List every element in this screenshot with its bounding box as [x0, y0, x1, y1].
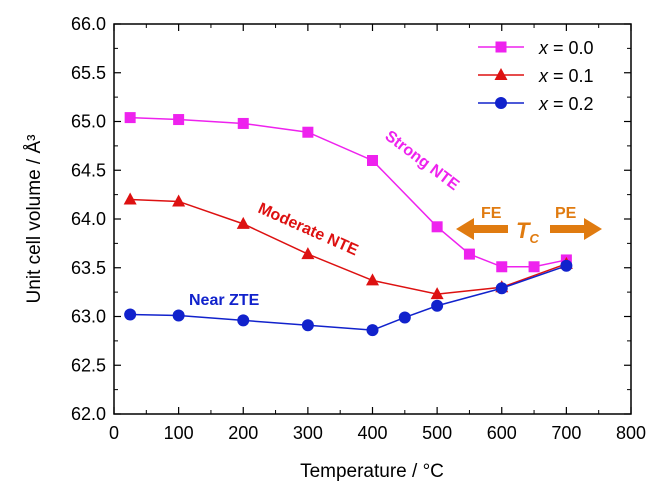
- data-point: [366, 324, 379, 337]
- annotation-tc: TC: [516, 218, 539, 246]
- legend: x = 0.0 x = 0.1 x = 0.2: [478, 38, 594, 114]
- series-line: [130, 198, 567, 295]
- data-point: [124, 308, 137, 321]
- legend-marker: [495, 41, 507, 53]
- tc-label-background: [508, 213, 550, 247]
- series-1: [124, 112, 572, 273]
- annotation-layer: Strong NTE Moderate NTE Near ZTE FE PE T…: [189, 128, 602, 309]
- x-tick-label: 500: [422, 423, 452, 443]
- x-tick-label: 300: [293, 423, 323, 443]
- data-point: [528, 261, 540, 273]
- data-point: [123, 192, 137, 205]
- x-tick-label: 400: [357, 423, 387, 443]
- y-tick-label: 64.0: [71, 209, 106, 229]
- data-point: [366, 273, 379, 286]
- y-axis-title: Unit cell volume / Å³: [24, 135, 45, 304]
- data-point: [431, 221, 443, 233]
- legend-marker: [494, 68, 508, 80]
- x-tick-label: 0: [109, 423, 119, 443]
- data-point: [367, 155, 378, 166]
- data-point: [237, 314, 250, 327]
- y-tick-label: 62.0: [71, 404, 106, 424]
- y-tick-label: 63.5: [71, 258, 106, 278]
- data-point: [172, 309, 185, 322]
- annotation-strong-nte: Strong NTE: [382, 128, 463, 195]
- axis-ticks: 0 100 200 300 400 500 600 700 800 62.0 62.5 63.0 63.…: [71, 14, 646, 443]
- x-tick-label: 700: [551, 423, 581, 443]
- x-axis-title: Temperature / °C: [300, 461, 444, 481]
- data-point: [430, 287, 444, 300]
- legend-label: x = 0.0: [538, 38, 594, 58]
- x-tick-label: 800: [616, 423, 646, 443]
- series-layer: [123, 112, 573, 337]
- series-3: [124, 259, 573, 337]
- data-point: [173, 114, 185, 126]
- data-point: [124, 112, 136, 124]
- legend-label: x = 0.2: [538, 94, 594, 114]
- annotation-near-zte: Near ZTE: [189, 292, 260, 309]
- data-point: [398, 311, 411, 324]
- legend-label: x = 0.1: [538, 66, 594, 86]
- y-tick-label: 65.0: [71, 112, 106, 132]
- y-tick-label: 65.5: [71, 63, 106, 83]
- data-point: [495, 282, 508, 295]
- data-point: [172, 194, 186, 207]
- data-point: [431, 299, 444, 312]
- x-tick-label: 100: [164, 423, 194, 443]
- series-line: [130, 116, 567, 268]
- annotation-pe: PE: [555, 205, 577, 222]
- y-tick-label: 62.5: [71, 355, 106, 375]
- data-point: [301, 247, 315, 260]
- legend-entry: x = 0.1: [478, 66, 594, 86]
- y-tick-label: 66.0: [71, 14, 106, 34]
- x-tick-label: 600: [487, 423, 517, 443]
- plot-frame: [113, 23, 632, 415]
- data-point: [237, 117, 249, 129]
- x-tick-label: 200: [228, 423, 258, 443]
- data-point: [560, 259, 573, 272]
- y-tick-label: 64.5: [71, 160, 106, 180]
- legend-marker: [495, 97, 507, 109]
- data-point: [463, 248, 475, 260]
- data-point: [302, 126, 314, 138]
- data-point: [301, 319, 314, 332]
- y-tick-label: 63.0: [71, 307, 106, 327]
- legend-entry: x = 0.2: [478, 94, 594, 114]
- data-point: [496, 261, 508, 273]
- data-point: [236, 216, 250, 229]
- legend-entry: x = 0.0: [478, 38, 594, 58]
- annotation-fe: FE: [481, 205, 502, 222]
